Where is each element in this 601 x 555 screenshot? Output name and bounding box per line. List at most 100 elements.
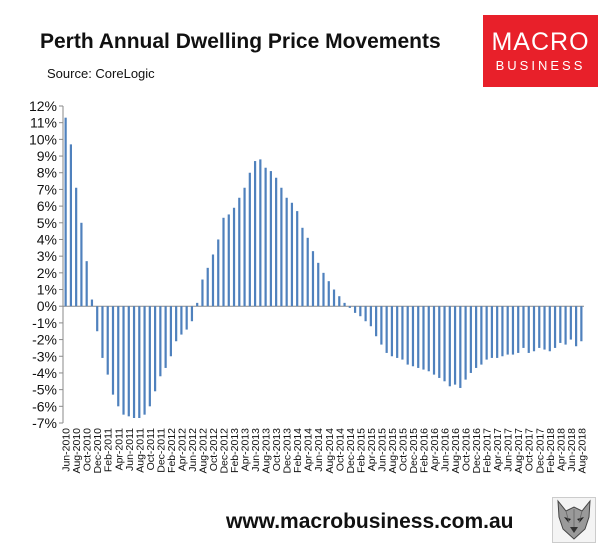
x-tick-label: Aug-2014 — [324, 428, 336, 474]
bar-oct-2010 — [85, 261, 88, 307]
bar-apr-2016 — [432, 306, 436, 375]
x-tick-label: Apr-2017 — [492, 428, 504, 471]
bar-mar-2013 — [238, 197, 241, 307]
y-tick-label: 4% — [37, 231, 57, 247]
wolf-icon — [552, 497, 596, 543]
bar-nov-2011 — [153, 306, 157, 392]
x-tick-label: Feb-2012 — [166, 428, 178, 473]
bar-mar-2011 — [111, 306, 115, 395]
bar-mar-2012 — [175, 306, 178, 342]
x-tick-label: Jun-2014 — [313, 428, 325, 472]
bar-oct-2014 — [338, 296, 341, 307]
bar-jun-2014 — [317, 262, 320, 307]
macrobusiness-logo[interactable]: MACRO BUSINESS — [483, 15, 598, 87]
bar-apr-2013 — [243, 187, 246, 307]
bar-feb-2012 — [169, 306, 172, 357]
bar-apr-2014 — [306, 237, 309, 307]
bar-dec-2012 — [222, 217, 225, 307]
bar-aug-2014 — [327, 281, 330, 307]
bar-sep-2016 — [459, 306, 462, 388]
bar-feb-2011 — [106, 306, 109, 375]
bar-dec-2017 — [538, 306, 541, 348]
y-tick-label: 3% — [37, 248, 57, 264]
bar-aug-2012 — [201, 279, 204, 307]
bar-feb-2015 — [359, 306, 362, 317]
y-tick-label: 2% — [37, 265, 57, 281]
x-tick-label: Apr-2018 — [555, 428, 567, 471]
y-tick-label: 7% — [37, 181, 57, 197]
y-tick-label: -3% — [32, 348, 57, 364]
chart-source: Source: CoreLogic — [47, 66, 155, 81]
x-tick-label: Feb-2017 — [482, 428, 494, 473]
site-url[interactable]: www.macrobusiness.com.au — [226, 510, 514, 533]
plot-area — [63, 106, 584, 423]
bar-apr-2018 — [559, 306, 562, 343]
bar-jun-2013 — [253, 161, 257, 307]
bar-jul-2016 — [448, 306, 451, 387]
bar-apr-2015 — [369, 306, 372, 327]
bar-dec-2015 — [411, 306, 415, 367]
y-tick-label: -2% — [32, 332, 57, 348]
x-tick-label: Apr-2015 — [366, 428, 378, 471]
bar-jul-2017 — [511, 306, 515, 355]
x-tick-label: Dec-2011 — [155, 428, 167, 473]
bar-feb-2014 — [296, 211, 299, 307]
bar-jan-2018 — [543, 306, 546, 350]
x-tick-label: Jun-2018 — [566, 428, 578, 472]
y-tick-label: 6% — [37, 198, 57, 214]
x-tick-label: Aug-2016 — [450, 428, 462, 474]
x-tick-label: Jun-2015 — [376, 428, 388, 472]
x-tick-label: Oct-2010 — [82, 428, 94, 471]
bar-jun-2012 — [190, 306, 194, 322]
bar-sep-2011 — [143, 306, 146, 415]
x-tick-label: Oct-2014 — [334, 428, 346, 471]
x-tick-label: Dec-2013 — [282, 428, 294, 474]
x-tick-label: Feb-2016 — [418, 428, 430, 473]
bar-mar-2015 — [364, 306, 367, 322]
bar-oct-2012 — [211, 254, 215, 307]
bar-jun-2016 — [443, 306, 446, 382]
x-tick-label: Dec-2014 — [345, 428, 357, 474]
bar-nov-2014 — [343, 302, 346, 307]
bar-feb-2017 — [485, 306, 488, 360]
x-tick-label: Aug-2012 — [197, 428, 209, 474]
bar-dec-2016 — [475, 306, 478, 368]
bar-oct-2015 — [401, 306, 404, 360]
bar-may-2017 — [501, 306, 504, 357]
bar-nov-2010 — [90, 299, 94, 307]
x-tick-label: Oct-2012 — [208, 428, 220, 471]
bar-jul-2014 — [322, 272, 325, 307]
bar-aug-2017 — [517, 306, 520, 353]
bar-jan-2012 — [164, 306, 167, 368]
bar-nov-2017 — [532, 306, 536, 352]
bar-dec-2014 — [348, 306, 351, 308]
chart-title: Perth Annual Dwelling Price Movements — [40, 30, 441, 53]
y-tick-label: 5% — [37, 215, 57, 231]
x-tick-label: Jun-2013 — [250, 428, 262, 472]
bar-aug-2016 — [453, 306, 457, 385]
bar-mar-2014 — [301, 227, 304, 307]
bar-oct-2017 — [527, 306, 530, 353]
bar-jul-2010 — [69, 144, 72, 307]
y-tick-label: 12% — [29, 98, 57, 114]
bar-nov-2013 — [280, 187, 283, 307]
x-tick-label: Oct-2011 — [145, 428, 157, 471]
y-tick-label: -7% — [32, 415, 57, 431]
x-tick-label: Feb-2015 — [355, 428, 367, 473]
x-tick-label: Dec-2017 — [534, 428, 546, 474]
x-tick-label: Apr-2013 — [240, 428, 252, 471]
bar-jan-2011 — [101, 306, 104, 358]
bar-jan-2013 — [227, 214, 230, 307]
bar-jul-2012 — [196, 302, 199, 307]
bar-sep-2015 — [396, 306, 399, 358]
bar-jun-2010 — [64, 117, 67, 307]
x-tick-label: Feb-2011 — [103, 428, 115, 472]
bar-dec-2013 — [285, 197, 288, 307]
bar-oct-2016 — [464, 306, 467, 380]
bar-jun-2017 — [506, 306, 509, 355]
x-tick-label: Jun-2011 — [124, 428, 136, 471]
bar-dec-2011 — [159, 306, 162, 377]
x-tick-label: Aug-2015 — [387, 428, 399, 474]
x-tick-label: Aug-2013 — [261, 428, 273, 474]
bar-may-2014 — [311, 251, 315, 307]
